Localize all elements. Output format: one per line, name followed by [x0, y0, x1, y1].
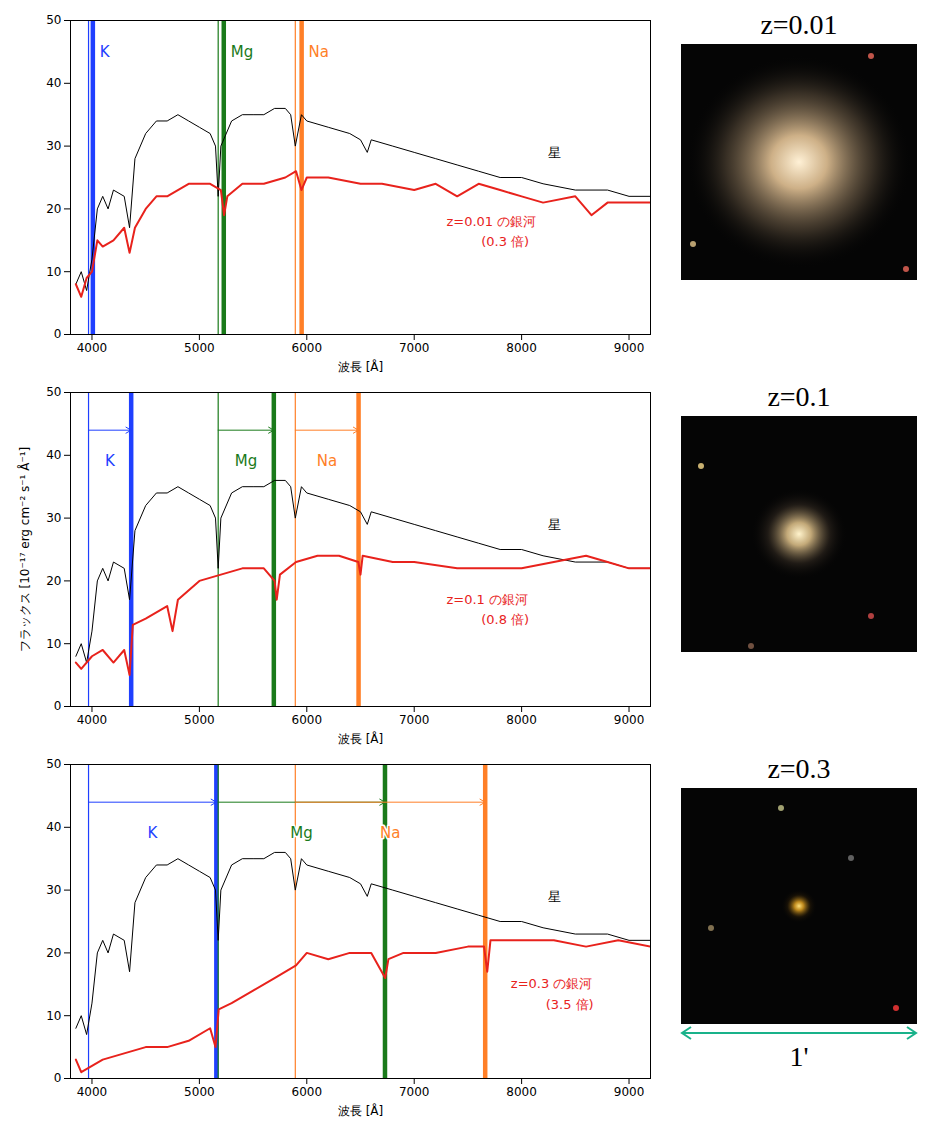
svg-text:波長 [Å]: 波長 [Å]	[338, 731, 383, 746]
svg-text:5000: 5000	[184, 341, 215, 355]
svg-text:40: 40	[46, 820, 61, 834]
svg-text:8000: 8000	[506, 713, 537, 727]
svg-text:Na: Na	[380, 824, 400, 842]
svg-text:50: 50	[46, 757, 61, 771]
html-text:z=0.1: z=0.1	[767, 381, 831, 412]
svg-text:10: 10	[46, 637, 61, 651]
svg-text:40: 40	[46, 76, 61, 90]
svg-text:K: K	[148, 824, 159, 842]
svg-text:4000: 4000	[77, 713, 108, 727]
svg-text:40: 40	[46, 448, 61, 462]
svg-text:Na: Na	[317, 452, 337, 470]
svg-text:6000: 6000	[292, 341, 323, 355]
svg-text:Mg: Mg	[231, 43, 253, 61]
svg-text:7000: 7000	[399, 341, 430, 355]
svg-text:z=0.3 の銀河: z=0.3 の銀河	[511, 976, 593, 991]
svg-text:波長 [Å]: 波長 [Å]	[338, 1103, 383, 1118]
html-text:z=0.3: z=0.3	[767, 753, 831, 784]
svg-text:(0.3 倍): (0.3 倍)	[481, 234, 529, 249]
svg-text:0: 0	[54, 327, 62, 341]
svg-text:8000: 8000	[506, 341, 537, 355]
html-text:z=0.01: z=0.01	[760, 9, 838, 40]
svg-text:20: 20	[46, 202, 61, 216]
svg-text:Na: Na	[309, 43, 329, 61]
svg-text:50: 50	[46, 385, 61, 399]
svg-text:星: 星	[548, 145, 561, 160]
svg-text:10: 10	[46, 1009, 61, 1023]
svg-text:20: 20	[46, 946, 61, 960]
svg-text:10: 10	[46, 265, 61, 279]
svg-text:フラックス [10⁻¹⁷ erg cm⁻² s⁻¹ Å⁻¹]: フラックス [10⁻¹⁷ erg cm⁻² s⁻¹ Å⁻¹]	[17, 447, 32, 653]
svg-text:9000: 9000	[614, 341, 645, 355]
svg-text:5000: 5000	[184, 713, 215, 727]
svg-text:K: K	[105, 452, 116, 470]
svg-text:0: 0	[54, 699, 62, 713]
svg-text:K: K	[100, 43, 111, 61]
svg-text:9000: 9000	[614, 713, 645, 727]
svg-text:z=0.1 の銀河: z=0.1 の銀河	[446, 592, 528, 607]
svg-text:30: 30	[46, 883, 61, 897]
svg-text:星: 星	[548, 889, 561, 904]
svg-text:Mg: Mg	[235, 452, 257, 470]
svg-text:z=0.01 の銀河: z=0.01 の銀河	[446, 214, 536, 229]
svg-text:9000: 9000	[614, 1085, 645, 1099]
svg-text:50: 50	[46, 13, 61, 27]
svg-text:0: 0	[54, 1071, 62, 1085]
svg-text:波長 [Å]: 波長 [Å]	[338, 359, 383, 374]
svg-text:4000: 4000	[77, 341, 108, 355]
svg-text:20: 20	[46, 574, 61, 588]
svg-text:8000: 8000	[506, 1085, 537, 1099]
svg-text:(0.8 倍): (0.8 倍)	[481, 612, 529, 627]
svg-text:Mg: Mg	[290, 824, 312, 842]
svg-text:30: 30	[46, 511, 61, 525]
svg-text:7000: 7000	[399, 1085, 430, 1099]
svg-text:星: 星	[548, 517, 561, 532]
svg-text:6000: 6000	[292, 713, 323, 727]
svg-text:4000: 4000	[77, 1085, 108, 1099]
html-text:1': 1'	[789, 1041, 809, 1072]
svg-text:5000: 5000	[184, 1085, 215, 1099]
svg-text:6000: 6000	[292, 1085, 323, 1099]
svg-text:30: 30	[46, 139, 61, 153]
svg-text:7000: 7000	[399, 713, 430, 727]
svg-text:(3.5 倍): (3.5 倍)	[546, 997, 594, 1012]
